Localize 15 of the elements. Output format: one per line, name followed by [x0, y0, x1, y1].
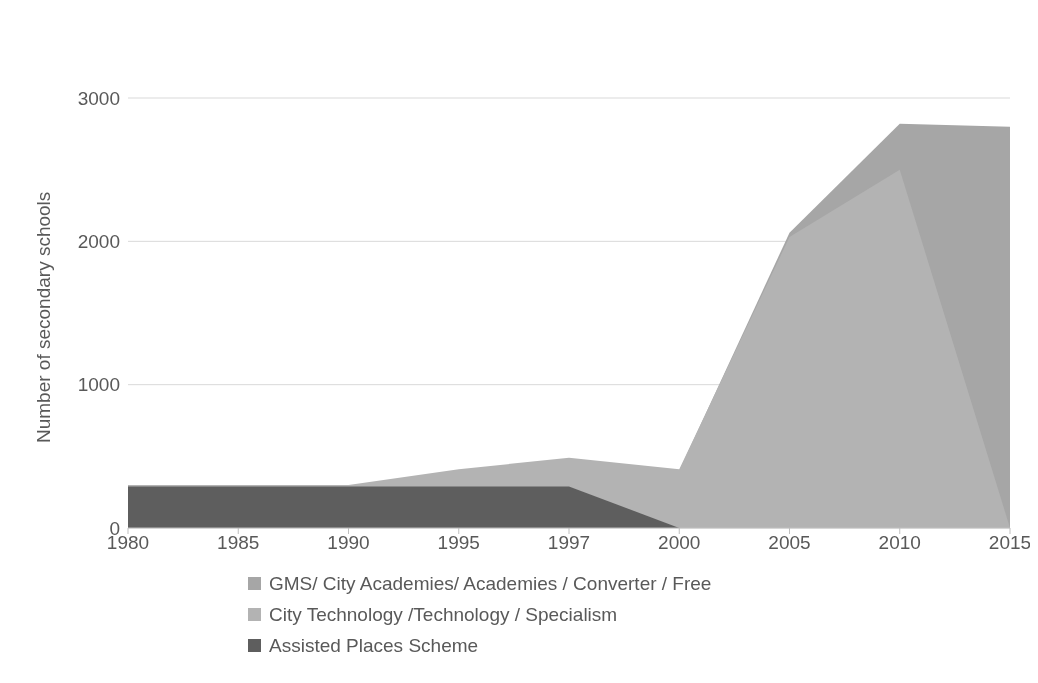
x-tick-label: 1995	[437, 532, 480, 554]
legend-label: City Technology /Technology / Specialism	[269, 603, 618, 626]
x-tick-label: 1985	[217, 532, 260, 554]
y-tick-label: 3000	[77, 87, 120, 109]
y-tick-label: 1000	[77, 374, 120, 396]
legend-label: GMS/ City Academies/ Academies / Converter / Free	[269, 572, 712, 595]
x-tick-label: 1990	[327, 532, 370, 554]
y-tick-label: 2000	[77, 231, 120, 253]
x-tick-label: 2010	[878, 532, 921, 554]
legend-label: Assisted Places Scheme	[269, 634, 479, 657]
x-tick-label: 2005	[768, 532, 811, 554]
x-tick-label: 2015	[988, 532, 1032, 554]
x-tick-label: 2000	[658, 532, 701, 554]
x-tick-label: 1997	[547, 532, 591, 554]
y-axis-title: Number of secondary schools	[32, 191, 54, 443]
